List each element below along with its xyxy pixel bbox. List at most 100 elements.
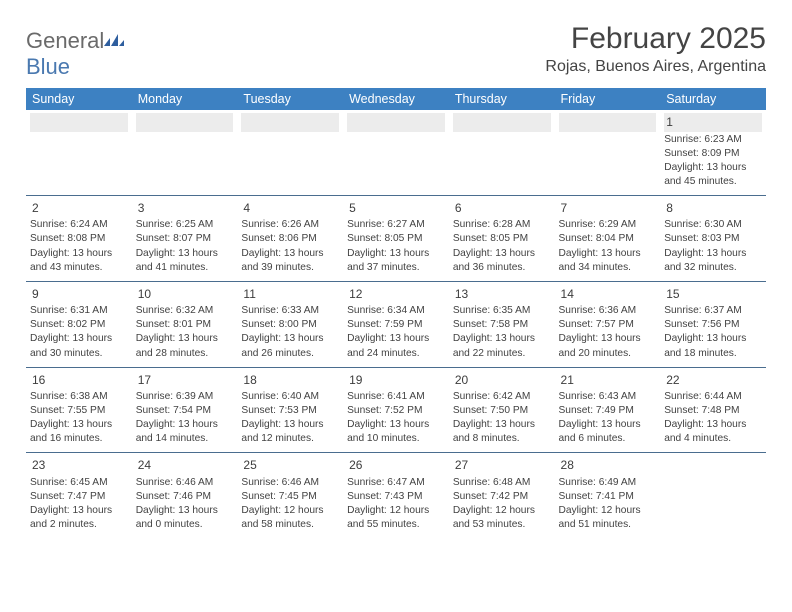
day-info-line: and 58 minutes. bbox=[241, 518, 339, 532]
day-number: 4 bbox=[241, 199, 339, 218]
day-cell: 11Sunrise: 6:33 AMSunset: 8:00 PMDayligh… bbox=[237, 281, 343, 367]
week-row: 2Sunrise: 6:24 AMSunset: 8:08 PMDaylight… bbox=[26, 195, 766, 281]
day-cell: 18Sunrise: 6:40 AMSunset: 7:53 PMDayligh… bbox=[237, 367, 343, 453]
day-header: Sunday bbox=[26, 88, 132, 110]
day-number: 19 bbox=[347, 371, 445, 390]
day-info-line: Sunrise: 6:43 AM bbox=[559, 390, 657, 404]
day-info: Sunrise: 6:38 AMSunset: 7:55 PMDaylight:… bbox=[30, 390, 128, 446]
day-info-line: Daylight: 13 hours bbox=[664, 332, 762, 346]
calendar-table: Sunday Monday Tuesday Wednesday Thursday… bbox=[26, 88, 766, 538]
day-cell: 16Sunrise: 6:38 AMSunset: 7:55 PMDayligh… bbox=[26, 367, 132, 453]
day-number: 22 bbox=[664, 371, 762, 390]
day-header: Tuesday bbox=[237, 88, 343, 110]
day-info-line: and 4 minutes. bbox=[664, 432, 762, 446]
day-info-line: Sunset: 7:53 PM bbox=[241, 404, 339, 418]
day-info: Sunrise: 6:41 AMSunset: 7:52 PMDaylight:… bbox=[347, 390, 445, 446]
day-number: 10 bbox=[136, 285, 234, 304]
day-info: Sunrise: 6:32 AMSunset: 8:01 PMDaylight:… bbox=[136, 304, 234, 360]
day-info-line: Sunset: 7:43 PM bbox=[347, 490, 445, 504]
day-info: Sunrise: 6:40 AMSunset: 7:53 PMDaylight:… bbox=[241, 390, 339, 446]
day-number: 13 bbox=[453, 285, 551, 304]
day-info-line: Sunset: 7:48 PM bbox=[664, 404, 762, 418]
day-info: Sunrise: 6:27 AMSunset: 8:05 PMDaylight:… bbox=[347, 218, 445, 274]
day-info-line: Sunset: 7:55 PM bbox=[30, 404, 128, 418]
day-cell: 13Sunrise: 6:35 AMSunset: 7:58 PMDayligh… bbox=[449, 281, 555, 367]
day-cell bbox=[660, 453, 766, 538]
day-info: Sunrise: 6:23 AMSunset: 8:09 PMDaylight:… bbox=[664, 133, 762, 189]
day-info-line: Sunrise: 6:45 AM bbox=[30, 476, 128, 490]
day-info-line: Sunset: 8:04 PM bbox=[559, 232, 657, 246]
day-info-line: Sunrise: 6:42 AM bbox=[453, 390, 551, 404]
day-number-empty bbox=[347, 113, 445, 132]
day-info-line: Sunset: 7:49 PM bbox=[559, 404, 657, 418]
day-header: Thursday bbox=[449, 88, 555, 110]
day-info-line: and 12 minutes. bbox=[241, 432, 339, 446]
day-info-line: and 22 minutes. bbox=[453, 347, 551, 361]
day-info-line: Sunset: 8:03 PM bbox=[664, 232, 762, 246]
day-info-line: Daylight: 12 hours bbox=[559, 504, 657, 518]
day-cell: 17Sunrise: 6:39 AMSunset: 7:54 PMDayligh… bbox=[132, 367, 238, 453]
day-info: Sunrise: 6:33 AMSunset: 8:00 PMDaylight:… bbox=[241, 304, 339, 360]
day-info-line: Sunset: 7:41 PM bbox=[559, 490, 657, 504]
day-info-line: Sunset: 8:07 PM bbox=[136, 232, 234, 246]
day-cell: 25Sunrise: 6:46 AMSunset: 7:45 PMDayligh… bbox=[237, 453, 343, 538]
day-info-line: Sunrise: 6:37 AM bbox=[664, 304, 762, 318]
day-info-line: Sunrise: 6:41 AM bbox=[347, 390, 445, 404]
day-info: Sunrise: 6:28 AMSunset: 8:05 PMDaylight:… bbox=[453, 218, 551, 274]
day-info-line: Daylight: 13 hours bbox=[453, 332, 551, 346]
day-info: Sunrise: 6:31 AMSunset: 8:02 PMDaylight:… bbox=[30, 304, 128, 360]
day-info-line: Sunrise: 6:36 AM bbox=[559, 304, 657, 318]
day-cell: 20Sunrise: 6:42 AMSunset: 7:50 PMDayligh… bbox=[449, 367, 555, 453]
day-number: 2 bbox=[30, 199, 128, 218]
day-info-line: and 6 minutes. bbox=[559, 432, 657, 446]
day-info-line: Daylight: 13 hours bbox=[347, 247, 445, 261]
day-cell bbox=[132, 110, 238, 195]
day-info-line: Sunset: 7:52 PM bbox=[347, 404, 445, 418]
day-info-line: Sunrise: 6:47 AM bbox=[347, 476, 445, 490]
day-info-line: Sunset: 8:06 PM bbox=[241, 232, 339, 246]
day-cell: 7Sunrise: 6:29 AMSunset: 8:04 PMDaylight… bbox=[555, 195, 661, 281]
day-info: Sunrise: 6:44 AMSunset: 7:48 PMDaylight:… bbox=[664, 390, 762, 446]
day-cell: 14Sunrise: 6:36 AMSunset: 7:57 PMDayligh… bbox=[555, 281, 661, 367]
day-info-line: Sunrise: 6:46 AM bbox=[241, 476, 339, 490]
day-number: 24 bbox=[136, 456, 234, 475]
day-info-line: Sunrise: 6:25 AM bbox=[136, 218, 234, 232]
day-info-line: Daylight: 13 hours bbox=[30, 332, 128, 346]
header: General Blue February 2025 Rojas, Buenos… bbox=[26, 22, 766, 80]
day-cell: 3Sunrise: 6:25 AMSunset: 8:07 PMDaylight… bbox=[132, 195, 238, 281]
day-number: 3 bbox=[136, 199, 234, 218]
day-number: 11 bbox=[241, 285, 339, 304]
day-cell: 26Sunrise: 6:47 AMSunset: 7:43 PMDayligh… bbox=[343, 453, 449, 538]
day-cell: 15Sunrise: 6:37 AMSunset: 7:56 PMDayligh… bbox=[660, 281, 766, 367]
day-number-empty bbox=[30, 113, 128, 132]
day-info: Sunrise: 6:37 AMSunset: 7:56 PMDaylight:… bbox=[664, 304, 762, 360]
day-info-line: Daylight: 13 hours bbox=[241, 332, 339, 346]
day-info: Sunrise: 6:39 AMSunset: 7:54 PMDaylight:… bbox=[136, 390, 234, 446]
day-info-line: and 10 minutes. bbox=[347, 432, 445, 446]
day-number-empty bbox=[136, 113, 234, 132]
day-info-line: Sunrise: 6:30 AM bbox=[664, 218, 762, 232]
day-info-line: Sunrise: 6:28 AM bbox=[453, 218, 551, 232]
day-info-line: Daylight: 13 hours bbox=[30, 418, 128, 432]
day-info-line: and 24 minutes. bbox=[347, 347, 445, 361]
day-number-empty bbox=[559, 113, 657, 132]
day-info-line: Daylight: 12 hours bbox=[241, 504, 339, 518]
day-info-line: Daylight: 13 hours bbox=[559, 332, 657, 346]
day-number: 20 bbox=[453, 371, 551, 390]
day-number: 16 bbox=[30, 371, 128, 390]
day-cell bbox=[26, 110, 132, 195]
logo-bars-icon bbox=[104, 26, 124, 40]
day-info-line: Daylight: 13 hours bbox=[559, 247, 657, 261]
day-number: 7 bbox=[559, 199, 657, 218]
location: Rojas, Buenos Aires, Argentina bbox=[545, 58, 766, 76]
day-cell bbox=[343, 110, 449, 195]
day-info-line: Daylight: 13 hours bbox=[347, 418, 445, 432]
day-info-line: Daylight: 13 hours bbox=[30, 247, 128, 261]
day-info: Sunrise: 6:24 AMSunset: 8:08 PMDaylight:… bbox=[30, 218, 128, 274]
month-title: February 2025 bbox=[545, 22, 766, 56]
logo: General Blue bbox=[26, 22, 124, 80]
day-cell: 19Sunrise: 6:41 AMSunset: 7:52 PMDayligh… bbox=[343, 367, 449, 453]
day-info-line: Daylight: 13 hours bbox=[241, 418, 339, 432]
day-info-line: Daylight: 13 hours bbox=[453, 247, 551, 261]
day-info-line: and 20 minutes. bbox=[559, 347, 657, 361]
